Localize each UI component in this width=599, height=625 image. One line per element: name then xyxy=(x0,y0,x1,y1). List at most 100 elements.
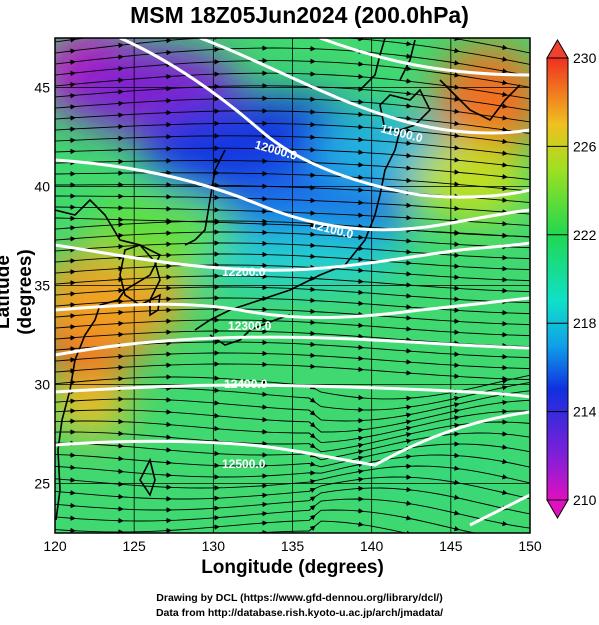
contour-label: 12500.0 xyxy=(222,457,266,471)
streamline-arrow xyxy=(356,427,364,433)
streamline-arrow xyxy=(164,434,172,440)
streamline-arrow xyxy=(500,489,508,496)
streamline-arrow xyxy=(500,431,508,437)
streamline-arrow xyxy=(308,397,316,403)
streamline-arrow xyxy=(308,432,316,439)
streamline-arrow xyxy=(308,409,316,416)
streamline-arrow xyxy=(260,378,268,385)
x-tick-label: 125 xyxy=(122,538,146,554)
streamline-arrow xyxy=(404,438,412,444)
streamline-arrow xyxy=(68,59,76,65)
streamline-arrow xyxy=(404,404,412,411)
streamline-arrow xyxy=(404,419,412,425)
colorbar-tick-label: 218 xyxy=(573,315,597,331)
streamline-arrow xyxy=(308,514,316,521)
streamline-arrow xyxy=(452,465,460,471)
y-tick-label: 30 xyxy=(34,377,50,393)
streamline-arrow xyxy=(500,520,508,527)
streamline-arrow xyxy=(404,425,412,432)
streamline-arrow xyxy=(500,68,508,74)
streamline-arrow xyxy=(357,26,363,27)
streamline-arrow xyxy=(68,38,76,43)
streamline-arrow xyxy=(260,511,268,517)
streamline-arrow xyxy=(212,413,220,419)
x-axis-label: Longitude (degrees) xyxy=(201,557,384,578)
streamline-arrow xyxy=(116,42,124,49)
contour-label: 12200.0 xyxy=(222,265,266,279)
streamline-arrow xyxy=(500,150,508,156)
streamline-arrow xyxy=(452,108,460,115)
streamline-arrow xyxy=(404,78,412,84)
streamline-arrow xyxy=(356,442,364,449)
streamline-arrow xyxy=(500,79,508,86)
streamline-arrow xyxy=(68,490,76,496)
streamline-arrow xyxy=(68,48,76,54)
streamline-arrow xyxy=(212,400,220,406)
streamline-arrow xyxy=(404,128,412,134)
streamline-arrow xyxy=(117,33,123,34)
x-tick-label: 140 xyxy=(360,538,384,554)
streamline-arrow xyxy=(116,54,124,60)
streamline-arrow xyxy=(452,72,460,78)
streamline-arrow xyxy=(452,494,460,500)
y-tick-label: 40 xyxy=(34,179,50,195)
streamline-arrow xyxy=(452,402,460,408)
streamline-arrow xyxy=(212,524,220,530)
credit-drawing: Drawing by DCL (https://www.gfd-dennou.o… xyxy=(156,592,443,604)
colorbar-tick-label: 214 xyxy=(573,404,597,420)
streamline-arrow xyxy=(405,31,411,32)
streamline-arrow xyxy=(356,521,364,527)
credit-data: Data from http://database.rish.kyoto-u.a… xyxy=(155,607,444,619)
colorbar-tick-label: 222 xyxy=(573,227,597,243)
streamline-arrow xyxy=(308,461,316,467)
streamline-arrow xyxy=(500,44,508,50)
streamline-arrow xyxy=(260,501,268,508)
streamline-arrow xyxy=(500,444,508,450)
streamline-arrow xyxy=(500,474,508,480)
streamline-arrow xyxy=(165,28,171,29)
streamline-arrow xyxy=(404,515,412,521)
streamline-arrow xyxy=(501,538,507,539)
streamline-arrow xyxy=(404,41,412,47)
contour-label: 12300.0 xyxy=(228,319,272,333)
streamline-arrow xyxy=(356,435,364,442)
streamline-arrow xyxy=(500,126,508,133)
y-tick-label: 45 xyxy=(34,80,50,96)
streamline-arrow xyxy=(404,90,412,97)
streamline-arrow xyxy=(500,378,508,384)
streamline-arrow xyxy=(356,508,364,514)
height-contours xyxy=(55,38,530,527)
streamline-arrow xyxy=(452,132,460,139)
streamline-arrow xyxy=(500,162,508,168)
colorbar-tick-label: 210 xyxy=(573,492,597,508)
streamline-arrow xyxy=(308,442,316,449)
streamline-arrow xyxy=(308,421,316,428)
streamline-arrow xyxy=(500,115,508,121)
streamline-arrow xyxy=(116,468,124,475)
streamline-arrow xyxy=(356,476,364,483)
contour-label: 12400.0 xyxy=(224,377,268,391)
streamline-arrow xyxy=(213,536,219,537)
streamline-arrow xyxy=(500,458,508,465)
streamline-arrow xyxy=(500,399,508,406)
streamline-arrow xyxy=(68,81,76,88)
streamline-arrow xyxy=(404,500,412,506)
colorbar-tick-label: 226 xyxy=(573,138,597,154)
streamline-arrow xyxy=(404,103,412,109)
streamline-arrow xyxy=(308,496,316,502)
streamline-arrow xyxy=(452,525,460,532)
plot-frame xyxy=(54,37,531,534)
y-tick-label: 25 xyxy=(34,476,50,492)
streamline-arrow xyxy=(356,38,364,42)
streamline-arrow xyxy=(68,70,76,77)
x-tick-label: 150 xyxy=(518,538,542,554)
streamline-arrow xyxy=(164,38,172,44)
streamline-arrow xyxy=(308,525,316,532)
map-title: MSM 18Z05Jun2024 (200.0hPa) xyxy=(130,2,469,28)
streamline-arrow xyxy=(452,408,460,414)
colorbar-tick-label: 230 xyxy=(573,50,597,66)
streamline-arrow xyxy=(308,479,316,485)
streamline-arrow xyxy=(452,395,460,402)
streamline-arrow xyxy=(452,60,460,66)
